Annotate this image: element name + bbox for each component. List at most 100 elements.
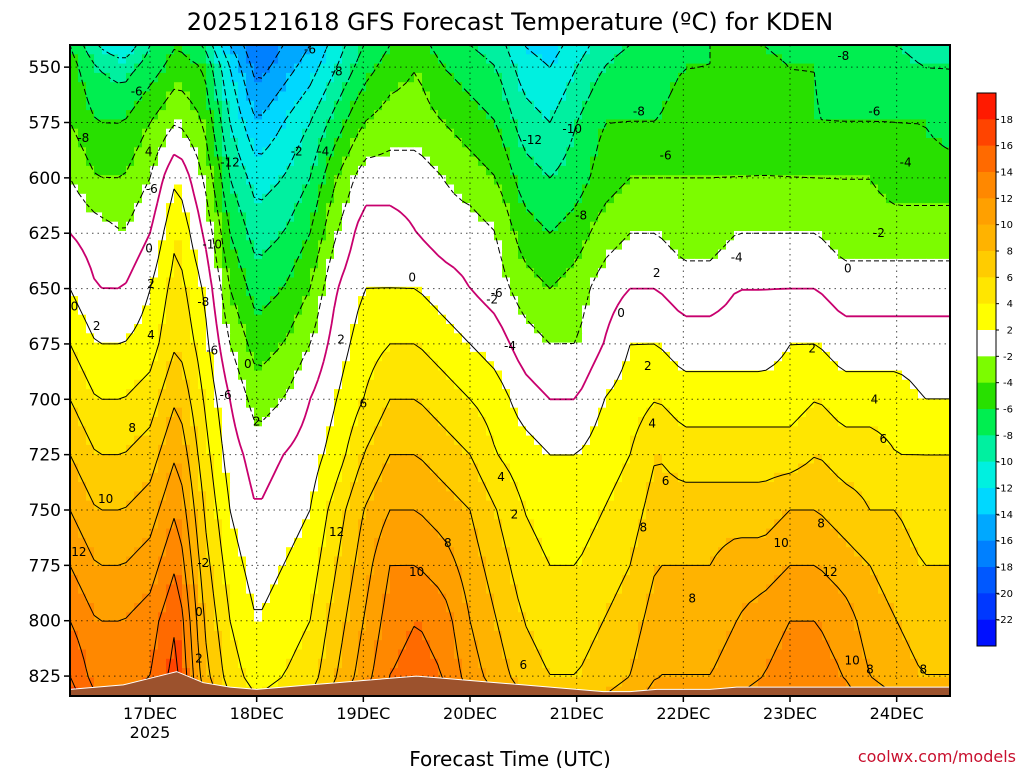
temperature-cell — [878, 389, 887, 399]
temperature-cell — [190, 240, 199, 251]
temperature-cell — [134, 54, 143, 65]
temperature-cell — [942, 351, 950, 362]
temperature-cell — [318, 370, 327, 381]
temperature-cell — [118, 407, 127, 418]
temperature-cell — [758, 407, 767, 418]
temperature-cell — [614, 296, 623, 306]
temperature-cell — [718, 54, 727, 65]
temperature-cell — [518, 147, 527, 158]
temperature-cell — [430, 370, 439, 381]
temperature-cell — [638, 454, 647, 465]
temperature-cell — [70, 351, 79, 362]
temperature-cell — [470, 100, 479, 111]
temperature-cell — [790, 203, 799, 213]
temperature-cell — [430, 110, 439, 120]
temperature-cell — [718, 351, 727, 362]
temperature-cell — [630, 221, 639, 232]
temperature-cell — [86, 305, 95, 316]
temperature-cell — [462, 444, 471, 455]
temperature-cell — [358, 342, 367, 353]
temperature-cell — [78, 54, 87, 65]
temperature-cell — [790, 175, 799, 186]
temperature-cell — [86, 63, 95, 74]
temperature-cell — [438, 342, 447, 353]
temperature-cell — [654, 221, 663, 232]
temperature-cell — [310, 296, 319, 306]
temperature-cell — [526, 138, 535, 148]
temperature-cell — [694, 286, 703, 297]
temperature-cell — [814, 258, 823, 269]
temperature-cell — [350, 249, 359, 260]
temperature-cell — [70, 54, 79, 65]
temperature-cell — [382, 72, 391, 83]
temperature-cell — [422, 370, 431, 381]
temperature-cell — [814, 231, 823, 241]
temperature-cell — [334, 426, 343, 437]
temperature-cell — [262, 45, 271, 55]
temperature-cell — [366, 54, 375, 65]
temperature-cell — [494, 305, 503, 316]
temperature-cell — [478, 333, 487, 344]
temperature-cell — [662, 324, 671, 334]
temperature-cell — [766, 165, 775, 176]
temperature-cell — [902, 314, 911, 325]
temperature-cell — [806, 119, 815, 130]
temperature-cell — [102, 147, 111, 158]
temperature-cell — [918, 128, 927, 139]
temperature-cell — [806, 296, 815, 306]
temperature-cell — [182, 63, 191, 74]
temperature-cell — [542, 193, 551, 204]
temperature-cell — [150, 45, 159, 55]
temperature-cell — [438, 389, 447, 399]
temperature-cell — [622, 128, 631, 139]
temperature-cell — [790, 286, 799, 297]
temperature-cell — [270, 231, 279, 241]
temperature-cell — [926, 63, 935, 74]
temperature-cell — [278, 184, 287, 195]
temperature-cell — [502, 100, 511, 111]
temperature-cell — [310, 268, 319, 279]
temperature-cell — [262, 389, 271, 399]
temperature-cell — [734, 417, 743, 427]
temperature-cell — [310, 258, 319, 269]
temperature-cell — [494, 100, 503, 111]
temperature-cell — [142, 333, 151, 344]
temperature-cell — [622, 193, 631, 204]
temperature-cell — [862, 305, 871, 316]
temperature-cell — [614, 147, 623, 158]
temperature-cell — [446, 72, 455, 83]
temperature-cell — [462, 82, 471, 93]
temperature-cell — [886, 82, 895, 93]
temperature-cell — [734, 147, 743, 158]
temperature-cell — [214, 258, 223, 269]
temperature-cell — [750, 435, 759, 446]
temperature-cell — [390, 110, 399, 120]
temperature-cell — [918, 221, 927, 232]
temperature-cell — [438, 45, 447, 55]
temperature-cell — [830, 361, 839, 372]
temperature-cell — [366, 314, 375, 325]
temperature-cell — [318, 463, 327, 474]
temperature-cell — [934, 82, 943, 93]
temperature-cell — [846, 379, 855, 390]
temperature-cell — [910, 221, 919, 232]
temperature-cell — [406, 258, 415, 269]
temperature-cell — [566, 138, 575, 148]
temperature-cell — [334, 91, 343, 102]
temperature-cell — [758, 305, 767, 316]
temperature-cell — [582, 370, 591, 381]
temperature-cell — [806, 82, 815, 93]
temperature-cell — [702, 231, 711, 241]
temperature-cell — [574, 407, 583, 418]
temperature-cell — [334, 379, 343, 390]
temperature-cell — [654, 212, 663, 223]
temperature-cell — [462, 193, 471, 204]
temperature-cell — [206, 324, 215, 334]
temperature-cell — [174, 193, 183, 204]
temperature-cell — [342, 324, 351, 334]
temperature-cell — [326, 286, 335, 297]
temperature-cell — [486, 165, 495, 176]
temperature-cell — [182, 333, 191, 344]
temperature-cell — [166, 296, 175, 306]
temperature-cell — [166, 54, 175, 65]
